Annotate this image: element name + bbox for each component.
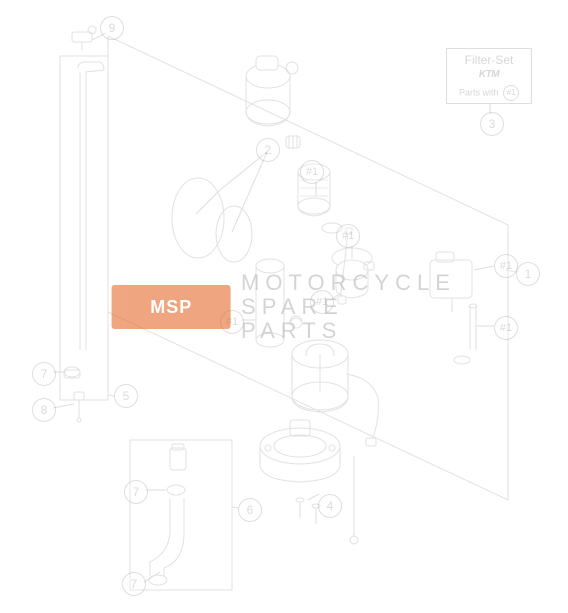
part-base-flange (260, 420, 340, 482)
part-connector-top (170, 444, 186, 470)
part-plug (286, 136, 300, 148)
part-motor-block (430, 252, 472, 312)
callout-5: 5 (114, 384, 138, 408)
part-top-fitting (72, 26, 96, 50)
part-cup-housing (292, 340, 348, 412)
callout-4: 4 (318, 494, 342, 518)
part-small-clip (290, 316, 302, 328)
part-short-hose-r (164, 498, 184, 580)
hash-1-c: #1 (336, 224, 360, 248)
part-clip-7c (149, 575, 167, 585)
callout-3: 3 (480, 112, 504, 136)
hash-1-a: #1 (220, 310, 244, 334)
part-long-hose (78, 62, 104, 350)
part-clip-7a (64, 367, 80, 377)
part-spring-rod (469, 304, 477, 350)
callout-1: 1 (516, 262, 540, 286)
hash-1-d: #1 (310, 290, 334, 314)
callout-7c: 7 (122, 572, 146, 596)
part-clip-7b (167, 485, 185, 495)
callout-7b: 7 (124, 480, 148, 504)
filter-set-box: Filter-Set KTM Parts with #1 (446, 48, 532, 104)
callout-8: 8 (32, 398, 56, 422)
part-sensor-8 (74, 392, 84, 422)
brand-logo: KTM (479, 69, 499, 80)
hash-1-b: #1 (300, 160, 324, 184)
part-wire (346, 374, 378, 440)
panel-hose-left (60, 56, 108, 400)
part-tube (256, 259, 284, 347)
callout-7a: 7 (32, 362, 56, 386)
filter-set-hash-badge: #1 (503, 85, 519, 101)
part-pump-top (246, 56, 298, 126)
diagram-stage: Filter-Set KTM Parts with #1 1 2 3 4 5 6… (0, 0, 568, 613)
callout-6: 6 (238, 498, 262, 522)
filter-set-subtitle: Parts with (459, 87, 499, 97)
callout-2: 2 (256, 138, 280, 162)
hash-1-f: #1 (494, 316, 518, 340)
part-screws-4 (296, 498, 320, 524)
part-small-oring-r (454, 356, 470, 364)
callout-9: 9 (100, 16, 124, 40)
hash-1-e: #1 (494, 254, 518, 278)
filter-set-title: Filter-Set (447, 53, 531, 67)
part-short-hose-l (150, 498, 170, 576)
part-regulator (332, 248, 374, 298)
part-oring-large (172, 178, 224, 258)
